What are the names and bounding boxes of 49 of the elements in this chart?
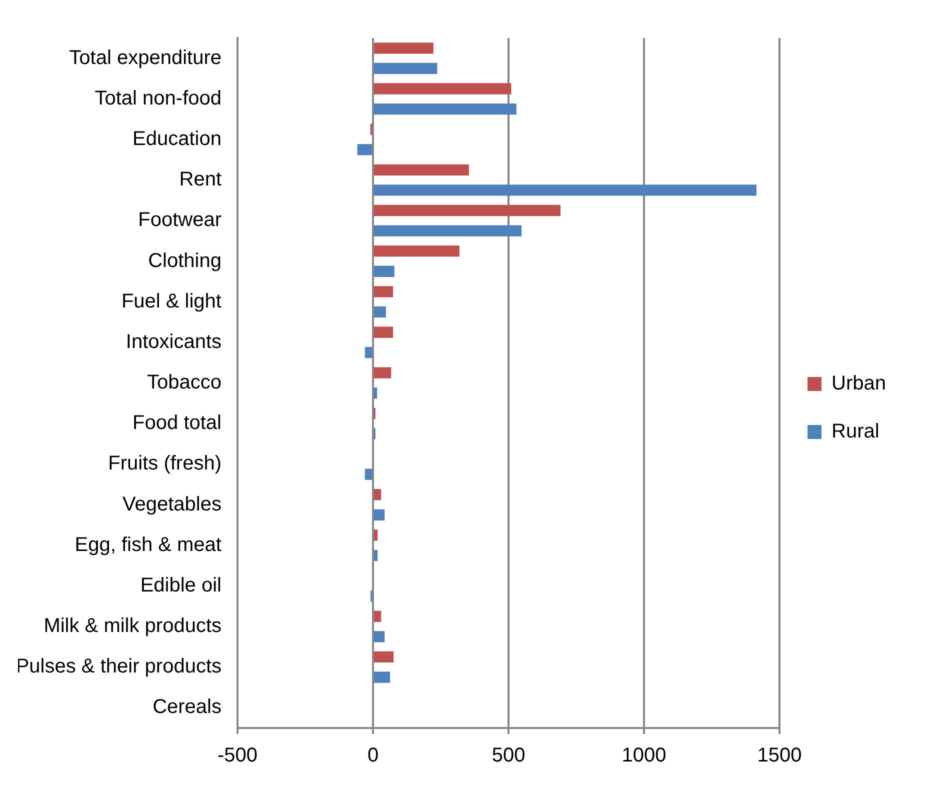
bar — [374, 489, 382, 500]
y-tick-label: Egg, fish & meat — [74, 534, 222, 556]
bar — [374, 184, 756, 196]
x-tick-label: 0 — [367, 744, 379, 767]
y-tick-label: Fuel & light — [121, 290, 222, 312]
x-tick-label: 500 — [492, 744, 526, 767]
bar — [374, 306, 386, 318]
bar — [374, 550, 378, 562]
y-tick-label: Tobacco — [147, 372, 222, 394]
legend-label: Rural — [832, 420, 880, 443]
bar — [374, 286, 394, 298]
bar — [374, 42, 434, 54]
y-tick-label: Education — [132, 128, 222, 150]
bar — [374, 204, 561, 216]
bar — [374, 530, 378, 541]
bar — [374, 246, 460, 257]
y-tick-label: Footwear — [138, 209, 222, 232]
bar — [374, 672, 390, 683]
y-tick-label: Cereals — [152, 696, 222, 718]
y-tick-label: Edible oil — [140, 574, 222, 596]
x-tick-label: -500 — [217, 744, 258, 767]
legend-label: Urban — [832, 372, 886, 395]
y-tick-label: Fruits (fresh) — [108, 452, 222, 475]
y-tick-label: Total expenditure — [69, 46, 222, 69]
bar — [374, 62, 438, 74]
bar — [357, 144, 372, 156]
y-tick-label: Rent — [179, 168, 222, 191]
bar — [374, 367, 392, 378]
bar — [374, 610, 382, 622]
y-tick-label: Vegetables — [122, 493, 222, 516]
bar — [374, 509, 385, 520]
bar — [374, 326, 394, 338]
bar — [374, 266, 394, 277]
bar — [374, 164, 469, 176]
x-tick-label: 1500 — [757, 744, 802, 767]
bar — [364, 346, 372, 358]
y-tick-label: Intoxicants — [126, 330, 222, 353]
y-tick-label: Clothing — [148, 250, 222, 272]
bar — [374, 225, 522, 236]
bar — [374, 83, 512, 94]
bar — [364, 468, 372, 480]
y-tick-label: Food total — [132, 412, 222, 434]
bar — [374, 103, 516, 115]
bar — [374, 631, 385, 642]
y-tick-label: Milk & milk products — [44, 615, 222, 638]
y-tick-label: Total non-food — [94, 87, 222, 110]
x-tick-label: 1000 — [622, 744, 666, 767]
bar — [374, 388, 378, 399]
bar — [374, 651, 394, 663]
